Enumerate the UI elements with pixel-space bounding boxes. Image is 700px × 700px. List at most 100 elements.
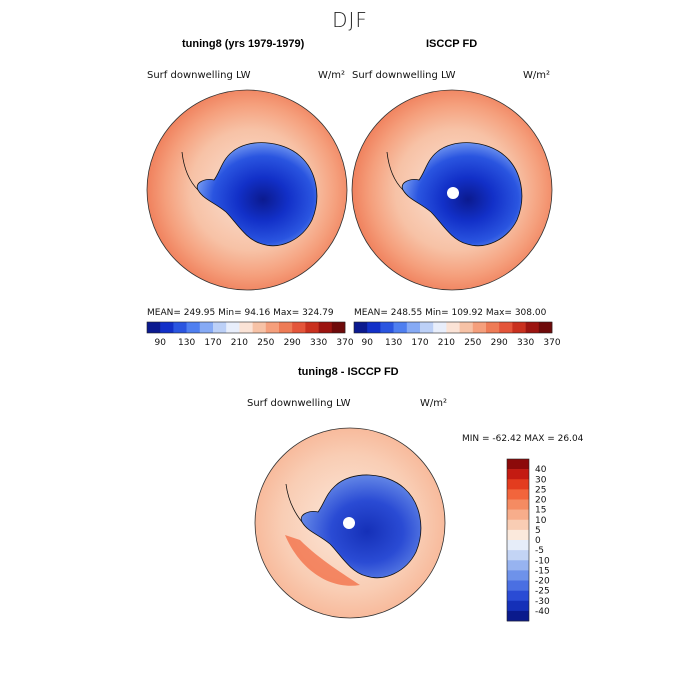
colorbar-cell [507, 509, 529, 521]
colorbar-cell [507, 580, 529, 591]
panel-3-variable: Surf downwelling LW [247, 398, 351, 409]
colorbar-tick-label: 170 [204, 338, 221, 348]
colorbar-tick-label: 25 [535, 485, 546, 495]
colorbar-cell [507, 600, 529, 612]
colorbar-tick-label: -15 [535, 566, 550, 576]
colorbar-cell [507, 610, 529, 622]
colorbar-cell [507, 469, 529, 480]
colorbar-cell [507, 499, 529, 510]
colorbar-cell [446, 322, 460, 333]
colorbar-cell [472, 322, 487, 333]
colorbar-cell [305, 322, 319, 333]
panel-2-variable: Surf downwelling LW [352, 70, 456, 81]
colorbar-tick-label: 30 [535, 475, 547, 485]
colorbar-cell [512, 322, 526, 333]
colorbar-frame [146, 321, 346, 334]
colorbar-cell [507, 540, 529, 551]
colorbar-cell [160, 322, 174, 333]
colorbar-tick-label: 15 [535, 506, 546, 516]
colorbar-tick-label: 5 [535, 526, 541, 536]
colorbar-tick-label: 330 [310, 338, 327, 348]
panel-1-variable: Surf downwelling LW [147, 70, 251, 81]
colorbar-cell [538, 322, 553, 333]
colorbar-cell [292, 322, 306, 333]
colorbar-tick-label: 290 [284, 338, 301, 348]
colorbar-tick-label: 210 [438, 338, 455, 348]
colorbar-tick-label: 10 [535, 516, 547, 526]
colorbar-tick-label: 0 [535, 536, 541, 546]
colorbar-tick-label: 90 [154, 338, 166, 348]
map-obs-peninsula [386, 151, 404, 191]
colorbar-frame [353, 321, 553, 334]
map-model-continent [196, 142, 318, 247]
map-obs-continent [401, 142, 523, 247]
colorbar-cell [252, 322, 267, 333]
colorbar-cell [199, 322, 214, 333]
map-obs-pole-hole [447, 187, 459, 199]
map-diff-pole-hole [343, 517, 355, 529]
colorbar-cell [507, 519, 529, 531]
map-diff-peninsula [285, 483, 303, 523]
colorbar-cell [507, 550, 529, 561]
colorbar-tick-label: -5 [535, 546, 544, 556]
map-obs [351, 89, 553, 291]
colorbar-tick-label: 90 [361, 338, 373, 348]
panel-3-title: tuning8 - ISCCP FD [298, 366, 399, 378]
colorbar-cell [420, 322, 434, 333]
colorbar-cell [507, 570, 529, 581]
colorbar-obs: 90 130 170 210 250 290 330 370 [353, 321, 561, 348]
colorbar-cell [318, 322, 333, 333]
colorbar-cell [507, 529, 529, 541]
colorbar-tick-label: 250 [464, 338, 481, 348]
panel-3-stats: MIN = -62.42 MAX = 26.04 [462, 434, 584, 444]
panel-2-units: W/m² [523, 70, 551, 81]
colorbar-cell [525, 322, 540, 333]
colorbar-cell [507, 590, 529, 602]
colorbar-tick-label: 20 [535, 496, 547, 506]
colorbar-cell [459, 322, 474, 333]
colorbar-tick-label: 370 [543, 338, 560, 348]
colorbar-cell [226, 322, 240, 333]
map-model-border [146, 89, 348, 291]
colorbar-tick-label: -25 [535, 587, 550, 597]
colorbar-tick-label: 290 [491, 338, 508, 348]
colorbar-cell [367, 322, 381, 333]
colorbar-tick-label: -10 [535, 556, 550, 566]
colorbar-tick-label: 210 [231, 338, 248, 348]
colorbar-tick-label: 370 [336, 338, 353, 348]
colorbar-cell [265, 322, 280, 333]
map-model-peninsula [181, 151, 199, 191]
colorbar-cell [186, 322, 201, 333]
colorbar-cell [406, 322, 421, 333]
colorbar-cell [507, 479, 529, 490]
map-diff [254, 427, 446, 619]
panel-1-units: W/m² [318, 70, 346, 81]
colorbar-tick-label: 40 [535, 465, 547, 475]
panel-3-units: W/m² [420, 398, 448, 409]
colorbar-cell [393, 322, 408, 333]
colorbar-frame [506, 458, 530, 622]
colorbar-cell [279, 322, 293, 333]
colorbar-tick-label: 250 [257, 338, 274, 348]
colorbar-cell [433, 322, 447, 333]
panel-2-title: ISCCP FD [426, 38, 478, 50]
map-diff-warm-patch [285, 535, 360, 586]
colorbar-cell [354, 322, 368, 333]
colorbar-tick-label: 330 [517, 338, 534, 348]
colorbar-tick-label: -40 [535, 607, 550, 617]
colorbar-cell [173, 322, 187, 333]
colorbar-cell [507, 459, 529, 470]
map-diff-continent [300, 474, 422, 579]
colorbar-tick-label: -30 [535, 597, 550, 607]
panel-2-stats: MEAN= 248.55 Min= 109.92 Max= 308.00 [354, 308, 547, 318]
colorbar-cell [507, 560, 529, 571]
colorbar-cell [147, 322, 161, 333]
colorbar-tick-label: -20 [535, 577, 550, 587]
colorbar-cell [213, 322, 227, 333]
colorbar-cell [507, 489, 529, 500]
colorbar-tick-label: 170 [411, 338, 428, 348]
colorbar-tick-label: 130 [385, 338, 402, 348]
colorbar-model: 90 130 170 210 250 290 330 370 [146, 321, 354, 348]
